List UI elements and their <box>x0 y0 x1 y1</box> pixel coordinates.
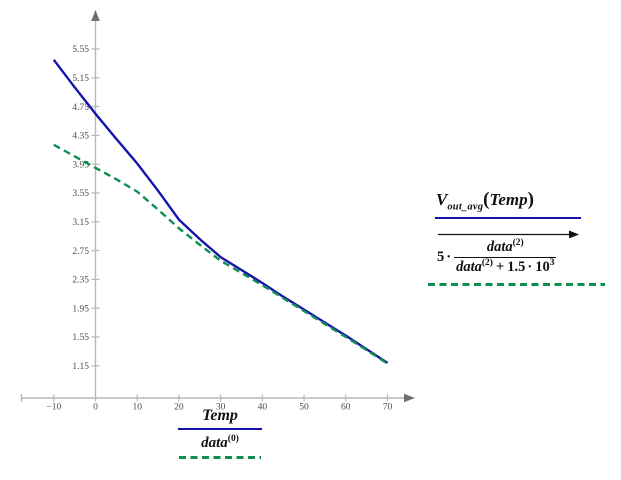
x-tick-label: 10 <box>132 403 142 413</box>
y-tick-label: 1.95 <box>72 304 89 314</box>
multiply-dot: · <box>527 259 533 276</box>
x-tick-label: 50 <box>299 403 309 413</box>
x-tick-label: 0 <box>93 403 98 413</box>
y-tick-label: 1.55 <box>72 333 89 343</box>
open-paren: ( <box>483 189 490 210</box>
fraction-numerator: data(2) <box>481 239 530 257</box>
v-symbol: V <box>436 190 448 209</box>
x-trace1-expression[interactable]: Temp <box>202 407 238 424</box>
x-trace2-superscript: (0) <box>227 434 239 444</box>
y-tick-label: 2.35 <box>72 276 89 286</box>
y-tick-label: 3.55 <box>72 189 89 199</box>
x-trace2-base: data <box>201 435 228 451</box>
denominator-base: data <box>456 259 482 276</box>
x-tick-label: 40 <box>258 403 268 413</box>
trace2-curve <box>53 143 389 365</box>
trace2-line-sample <box>428 283 605 287</box>
y-tick-label: 3.95 <box>72 160 89 170</box>
y-tick-label: 4.75 <box>72 103 89 113</box>
coefficient: 5 <box>437 249 445 266</box>
numerator-base: data <box>486 239 513 256</box>
base-ten: 10 <box>535 259 550 276</box>
y-tick-label: 1.15 <box>72 362 89 372</box>
trace2-formula: 5 · data(2) data(2) +1.5 · 103 <box>437 239 580 276</box>
fraction-denominator: data(2) +1.5 · 103 <box>454 257 557 276</box>
x-tick-label: −10 <box>46 403 61 413</box>
v-argument: Temp <box>489 190 528 209</box>
y-tick-label: 4.35 <box>72 132 89 142</box>
y-tick-label: 5.15 <box>72 74 89 84</box>
y-tick-label: 3.15 <box>72 218 89 228</box>
vectorize-arrow-icon <box>438 230 579 239</box>
x-tick-label: 20 <box>174 403 184 413</box>
x-axis-arrow-icon <box>404 393 415 403</box>
constant-1p5: 1.5 <box>507 259 526 276</box>
y-tick-label: 5.55 <box>72 45 89 55</box>
trace2-expression[interactable]: 5 · data(2) data(2) +1.5 · 103 <box>437 228 580 276</box>
close-paren: ) <box>527 189 534 210</box>
exponent-three: 3 <box>549 258 555 269</box>
y-axis-legend: Vout_avg(Temp) 5 · data(2) data(2) +1.5 · 1… <box>428 189 613 287</box>
v-subscript: out_avg <box>447 201 484 213</box>
y-axis-arrow-icon <box>91 10 100 21</box>
denominator-superscript: (2) <box>481 258 493 269</box>
x-tick-label: 30 <box>216 403 226 413</box>
trace1-curve <box>52 59 389 364</box>
y-tick-label: 2.75 <box>72 247 89 257</box>
trace1-line-sample <box>435 217 581 220</box>
x-trace1-line-sample <box>178 428 262 430</box>
x-tick-label: 70 <box>383 403 393 413</box>
plus-operator: + <box>495 259 505 276</box>
fraction: data(2) data(2) +1.5 · 103 <box>454 239 557 276</box>
numerator-superscript: (2) <box>512 238 524 249</box>
x-trace2-expression[interactable]: data(0) <box>172 434 268 452</box>
trace1-expression[interactable]: Vout_avg(Temp) <box>436 189 613 213</box>
x-tick-label: 60 <box>341 403 351 413</box>
multiply-dot: · <box>446 249 452 266</box>
x-trace2-line-sample <box>179 456 261 459</box>
x-axis-legend: Temp data(0) <box>172 407 268 459</box>
